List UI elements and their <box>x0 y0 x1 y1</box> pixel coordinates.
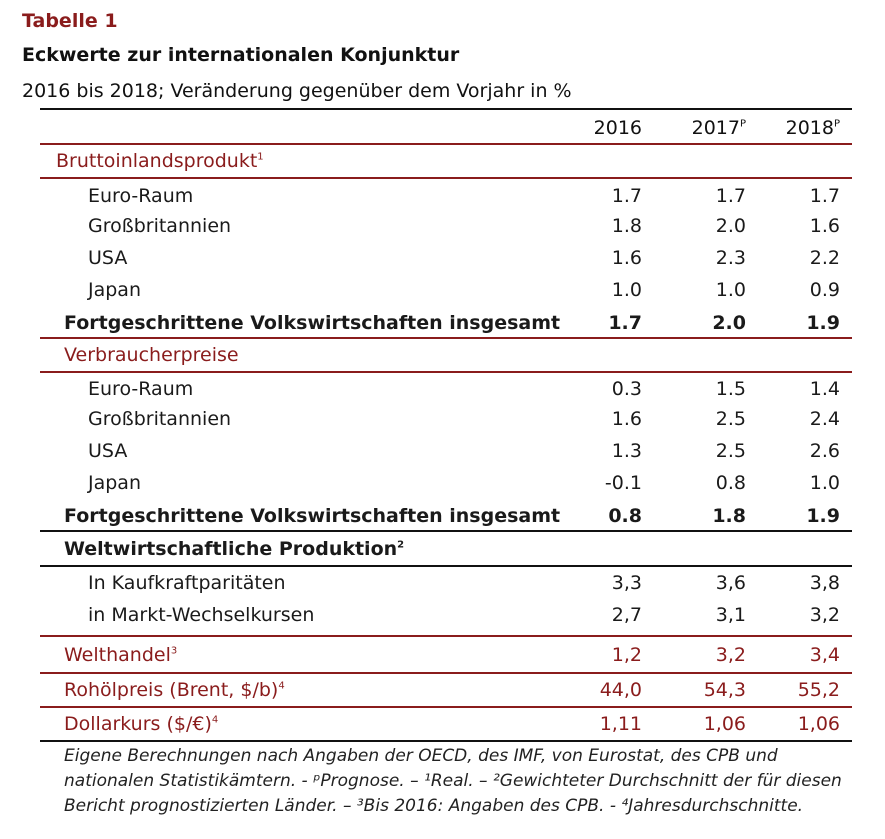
header-rule <box>40 143 852 145</box>
footnote: Eigene Berechnungen nach Angaben der OEC… <box>64 746 842 816</box>
section-rule <box>40 177 852 179</box>
col-header-2017: 2017P <box>691 117 746 139</box>
bottom-rule <box>40 740 852 742</box>
section-rule <box>40 337 852 339</box>
table-label: Tabelle 1 <box>22 10 118 32</box>
col-header-2016: 2016 <box>593 117 642 139</box>
section-rule <box>40 371 852 373</box>
table-title: Eckwerte zur internationalen Konjunktur <box>22 44 460 66</box>
table-subtitle: 2016 bis 2018; Veränderung gegenüber dem… <box>22 80 572 102</box>
section-rule <box>40 635 852 637</box>
section-rule <box>40 565 852 567</box>
section-rule <box>40 706 852 708</box>
section-rule <box>40 672 852 674</box>
col-header-2018: 2018P <box>785 117 840 139</box>
top-rule <box>40 108 852 110</box>
section-rule <box>40 530 852 532</box>
